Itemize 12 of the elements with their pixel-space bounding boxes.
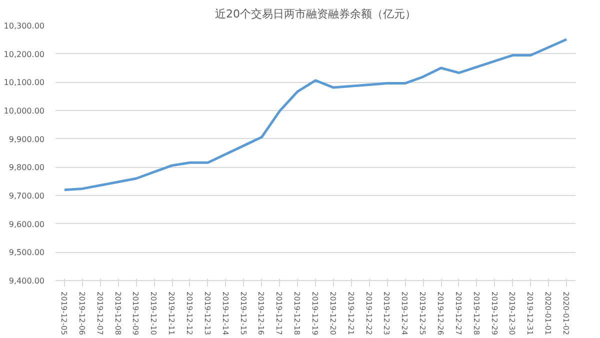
y-tick-label: 9,700.00 [8, 192, 44, 200]
y-tick-label: 10,300.00 [4, 22, 45, 30]
y-tick-label: 10,100.00 [4, 78, 45, 88]
y-tick-label: 9,800.00 [8, 163, 44, 172]
y-tick-label: 10,000.00 [4, 106, 45, 116]
y-tick-label: 9,600.00 [8, 220, 44, 229]
y-tick-label: 9,400.00 [8, 276, 44, 286]
y-tick-label: 9,900.00 [8, 134, 44, 144]
line-series [63, 38, 568, 192]
chart-title: 近20个交易日两市融资融券余额（亿元） [215, 8, 416, 20]
y-tick-label: 10,200.00 [4, 50, 45, 59]
y-tick-label: 9,500.00 [8, 248, 44, 258]
